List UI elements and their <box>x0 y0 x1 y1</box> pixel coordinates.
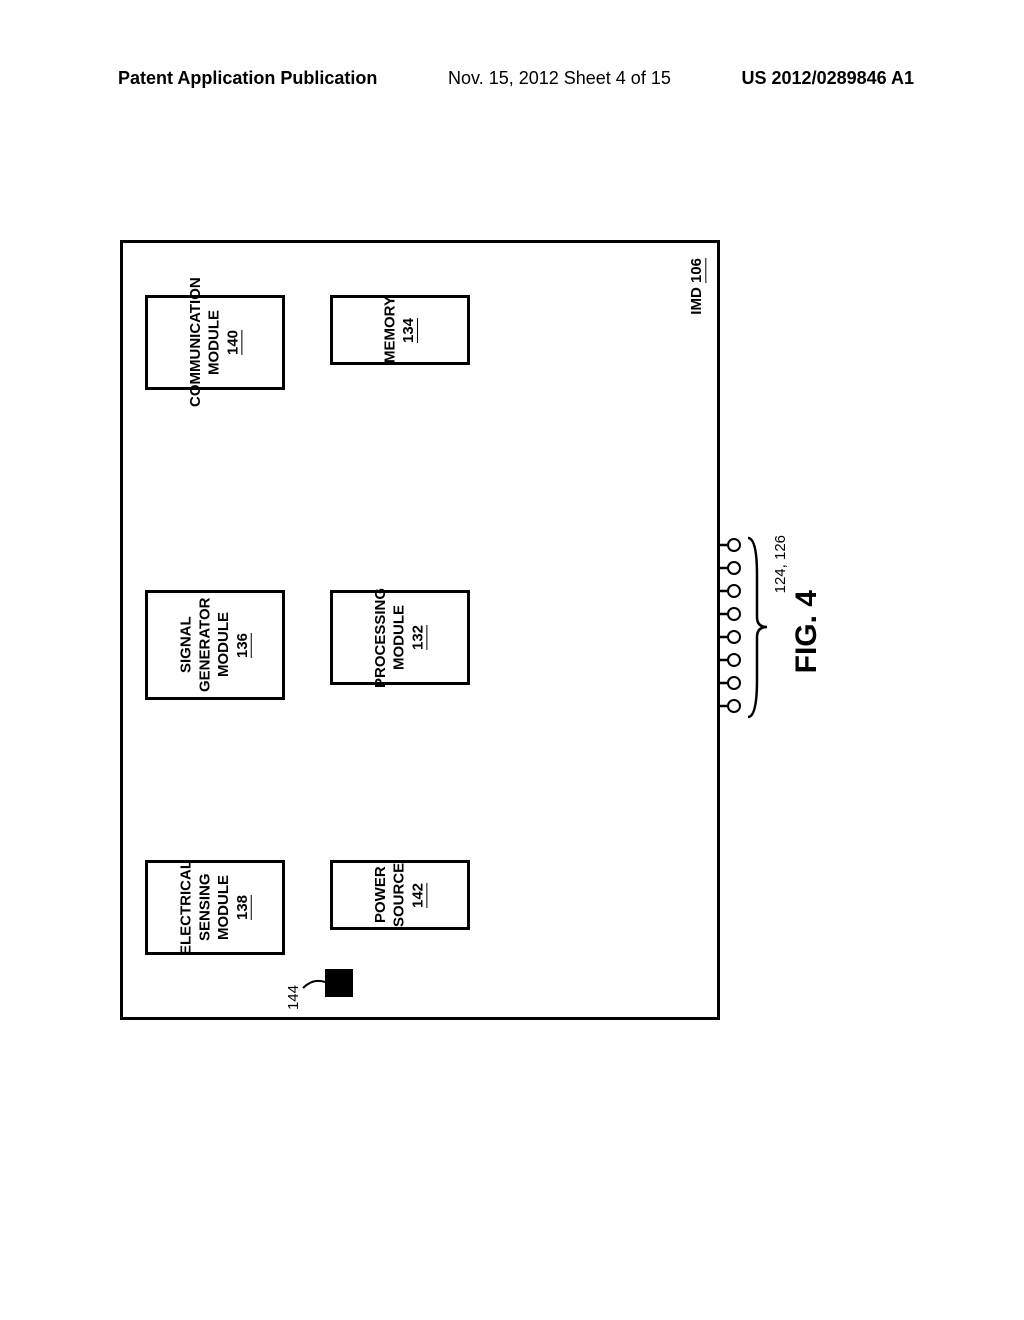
header-center: Nov. 15, 2012 Sheet 4 of 15 <box>448 68 671 89</box>
siggen-line1: SIGNAL <box>178 617 197 674</box>
header-right: US 2012/0289846 A1 <box>742 68 914 89</box>
comm-line2: MODULE <box>206 310 225 375</box>
electrode-brace <box>745 535 770 720</box>
siggen-line2: GENERATOR <box>196 598 215 692</box>
proc-line2: MODULE <box>391 605 410 670</box>
power-line1: POWER SOURCE <box>372 863 410 927</box>
electrode <box>727 699 741 713</box>
signal-generator-module: SIGNAL GENERATOR MODULE 136 <box>145 590 285 700</box>
processing-module: PROCESSING MODULE 132 <box>330 590 470 685</box>
power-ref: 142 <box>409 882 428 907</box>
electrode <box>727 607 741 621</box>
memory-line1: MEMORY <box>381 297 400 364</box>
electrode <box>727 630 741 644</box>
electrode <box>727 653 741 667</box>
electrode <box>727 676 741 690</box>
sense-line2: SENSING MODULE <box>196 863 234 952</box>
communication-module: COMMUNICATION MODULE 140 <box>145 295 285 390</box>
sense-line1: ELECTRICAL <box>178 860 197 955</box>
device-label-text: IMD <box>688 287 705 315</box>
device-label: IMD 106 <box>688 258 705 315</box>
sense-ref: 138 <box>234 895 253 920</box>
antenna-ref-label: 144 <box>285 985 302 1010</box>
comm-line1: COMMUNICATION <box>187 278 206 408</box>
memory-ref: 134 <box>400 317 419 342</box>
figure-label: FIG. 4 <box>790 590 824 673</box>
siggen-ref: 136 <box>234 632 253 657</box>
electrode <box>727 561 741 575</box>
electrode <box>727 538 741 552</box>
comm-ref: 140 <box>224 330 243 355</box>
power-source-module: POWER SOURCE 142 <box>330 860 470 930</box>
electrodes-ref-label: 124, 126 <box>772 535 789 593</box>
electrical-sensing-module: ELECTRICAL SENSING MODULE 138 <box>145 860 285 955</box>
electrode-row <box>727 538 741 713</box>
proc-ref: 132 <box>409 625 428 650</box>
electrode <box>727 584 741 598</box>
figure-4: IMD 106 COMMUNICATION MODULE 140 MEMORY … <box>120 240 720 1060</box>
header-left: Patent Application Publication <box>118 68 377 89</box>
proc-line1: PROCESSING <box>372 587 391 687</box>
siggen-line3: MODULE <box>215 613 234 678</box>
antenna-lead <box>295 960 345 1010</box>
memory-module: MEMORY 134 <box>330 295 470 365</box>
device-label-ref: 106 <box>688 258 705 283</box>
page-header: Patent Application Publication Nov. 15, … <box>0 68 1024 89</box>
